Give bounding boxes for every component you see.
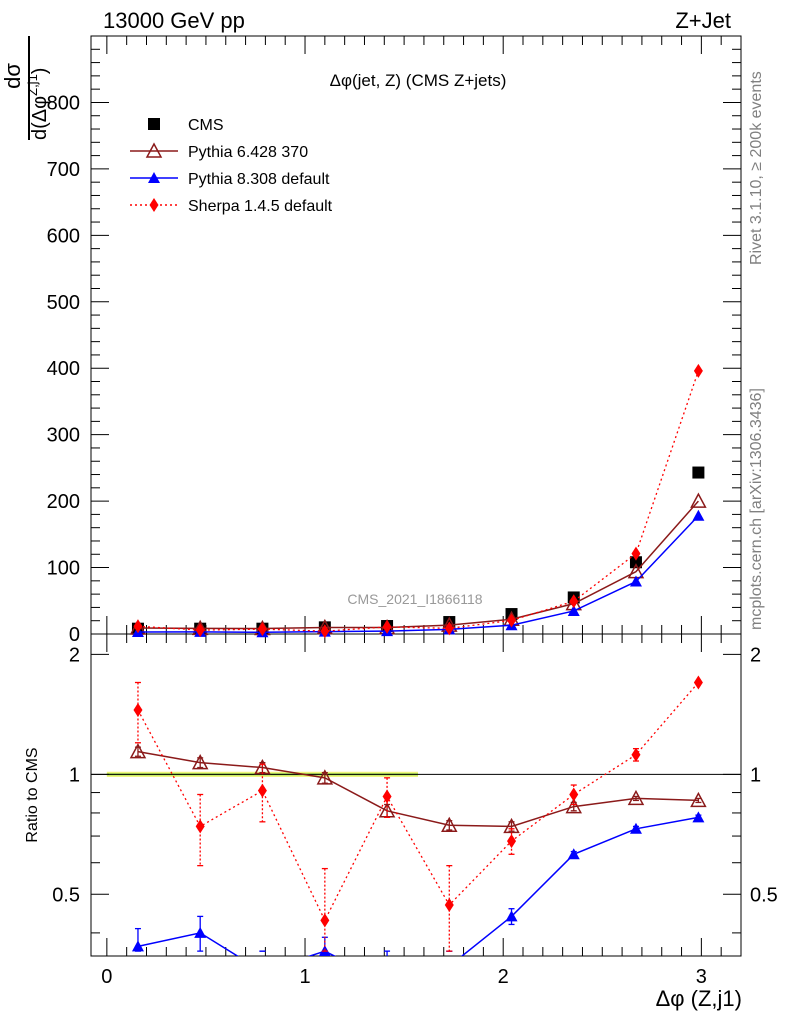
ratio-point-pythia-6-428-370: [129, 743, 147, 759]
header-process-label: Z+Jet: [675, 8, 731, 33]
legend-marker-sherpa-1-4-5-default: [149, 198, 159, 212]
legend-marker-pythia-6-428-370: [145, 142, 163, 158]
x-axis-label: Δφ (Z,j1): [656, 986, 742, 1011]
main-point-sherpa-1-4-5-default: [382, 619, 392, 634]
ratio-point-pythia-6-428-370: [690, 791, 707, 808]
main-point-sherpa-1-4-5-default: [569, 594, 579, 609]
main-point-cms: [692, 466, 705, 479]
y-tick-label: 400: [47, 358, 80, 380]
ratio-y-label: Ratio to CMS: [24, 747, 41, 842]
main-point-pythia-8-308-default: [692, 509, 705, 521]
legend-label-sherpa-1-4-5-default: Sherpa 1.4.5 default: [188, 198, 333, 215]
ratio-point-pythia-6-428-370: [316, 769, 334, 785]
y-tick-label: 600: [47, 225, 80, 247]
y-tick-label: 700: [47, 159, 80, 181]
legend-entry-sherpa-1-4-5-default: Sherpa 1.4.5 default: [130, 198, 333, 215]
y-axis-label: dσ d(ΔφZ,j1): [0, 36, 51, 140]
main-line-pythia-8-308-default: [137, 515, 699, 634]
legend-marker-pythia-8-308-default: [148, 172, 160, 183]
main-point-sherpa-1-4-5-default: [133, 619, 143, 634]
legend-label-cms: CMS: [188, 117, 224, 134]
main-point-pythia-8-308-default: [567, 604, 580, 616]
main-point-sherpa-1-4-5-default: [507, 613, 517, 628]
svg-text:d(ΔφZ,j1): d(ΔφZ,j1): [25, 68, 51, 140]
ratio-point-sherpa-1-4-5-default: [444, 897, 454, 912]
main-point-sherpa-1-4-5-default: [195, 623, 205, 638]
y-label-close-paren: ): [29, 68, 51, 75]
ratio-point-sherpa-1-4-5-default: [569, 787, 579, 802]
main-point-sherpa-1-4-5-default: [257, 622, 267, 637]
legend-label-pythia-8-308-default: Pythia 8.308 default: [188, 171, 330, 188]
main-line-sherpa-1-4-5-default: [137, 370, 700, 632]
ratio-point-pythia-6-428-370: [441, 816, 458, 833]
ratio-point-sherpa-1-4-5-default: [631, 747, 641, 762]
ratio-point-pythia-8-308-default: [256, 966, 268, 977]
y-label-denominator: d(Δφ: [29, 96, 51, 140]
ratio-point-sherpa-1-4-5-default: [382, 789, 392, 804]
ratio-point-sherpa-1-4-5-default: [693, 675, 703, 690]
legend-entry-cms: CMS: [148, 117, 224, 134]
main-point-sherpa-1-4-5-default: [631, 546, 641, 561]
analysis-watermark: CMS_2021_I1866118: [347, 591, 482, 607]
y-tick-label: 100: [47, 558, 80, 580]
chart-title: Δφ(jet, Z) (CMS Z+jets): [330, 71, 507, 90]
ratio-point-sherpa-1-4-5-default: [320, 913, 330, 928]
ratio-point-sherpa-1-4-5-default: [195, 819, 205, 834]
ratio-point-pythia-8-308-default: [194, 926, 207, 938]
ratio-point-sherpa-1-4-5-default: [507, 834, 517, 849]
main-line-pythia-6-428-370: [137, 500, 699, 630]
y-label-numerator: dσ: [0, 63, 25, 89]
ratio-point-pythia-6-428-370: [565, 797, 582, 814]
x-tick-label: 1: [299, 966, 310, 988]
mcplots-label: mcplots.cern.ch [arXiv:1306.3436]: [748, 388, 765, 630]
ratio-line-pythia-6-428-370: [137, 750, 699, 828]
ratio-point-pythia-6-428-370: [627, 789, 645, 806]
ratio-point-pythia-6-428-370: [503, 817, 520, 834]
y-tick-label: 300: [47, 425, 80, 447]
ratio-point-pythia-8-308-default: [629, 822, 642, 834]
legend-entry-pythia-8-308-default: Pythia 8.308 default: [130, 171, 330, 188]
ratio-point-pythia-8-308-default: [381, 977, 393, 988]
legend-label-pythia-6-428-370: Pythia 6.428 370: [188, 144, 308, 161]
main-point-cms: [629, 556, 642, 569]
x-tick-label: 2: [498, 966, 509, 988]
ratio-tick-label-right: 1: [750, 764, 761, 786]
ratio-point-sherpa-1-4-5-default: [133, 703, 143, 718]
main-point-pythia-8-308-default: [629, 575, 642, 587]
y-tick-label: 0: [69, 624, 80, 646]
y-tick-label: 800: [47, 92, 80, 114]
ratio-point-pythia-8-308-default: [443, 960, 455, 971]
rivet-version-label: Rivet 3.1.10, ≥ 200k events: [748, 71, 765, 265]
ratio-tick-label-left: 1: [69, 764, 80, 786]
y-label-superscript: Z,j1: [25, 74, 40, 96]
header-energy-label: 13000 GeV pp: [103, 8, 245, 33]
ratio-line-pythia-8-308-default: [137, 816, 699, 956]
ratio-point-pythia-8-308-default: [567, 848, 580, 860]
ratio-point-sherpa-1-4-5-default: [257, 783, 267, 798]
ratio-tick-label-right: 2: [750, 644, 761, 666]
ratio-point-pythia-8-308-default: [505, 910, 518, 922]
x-tick-label: 0: [101, 966, 112, 988]
ratio-point-pythia-6-428-370: [191, 754, 209, 770]
ratio-tick-label-left: 2: [69, 644, 80, 666]
ratio-tick-label-right: 0.5: [750, 884, 778, 906]
ratio-point-pythia-8-308-default: [692, 811, 705, 823]
x-tick-label: 3: [696, 966, 707, 988]
main-point-sherpa-1-4-5-default: [444, 621, 454, 636]
main-point-pythia-6-428-370: [690, 492, 707, 508]
legend-entry-pythia-6-428-370: Pythia 6.428 370: [130, 142, 308, 161]
ratio-plot-frame: [90, 633, 742, 957]
main-point-sherpa-1-4-5-default: [320, 624, 330, 639]
legend-marker-cms: [148, 118, 160, 130]
main-point-sherpa-1-4-5-default: [693, 363, 703, 378]
ratio-point-pythia-8-308-default: [131, 940, 144, 952]
ratio-tick-label-left: 0.5: [52, 884, 80, 906]
ratio-line-sherpa-1-4-5-default: [137, 682, 699, 922]
y-tick-label: 200: [47, 491, 80, 513]
y-tick-label: 500: [47, 292, 80, 314]
